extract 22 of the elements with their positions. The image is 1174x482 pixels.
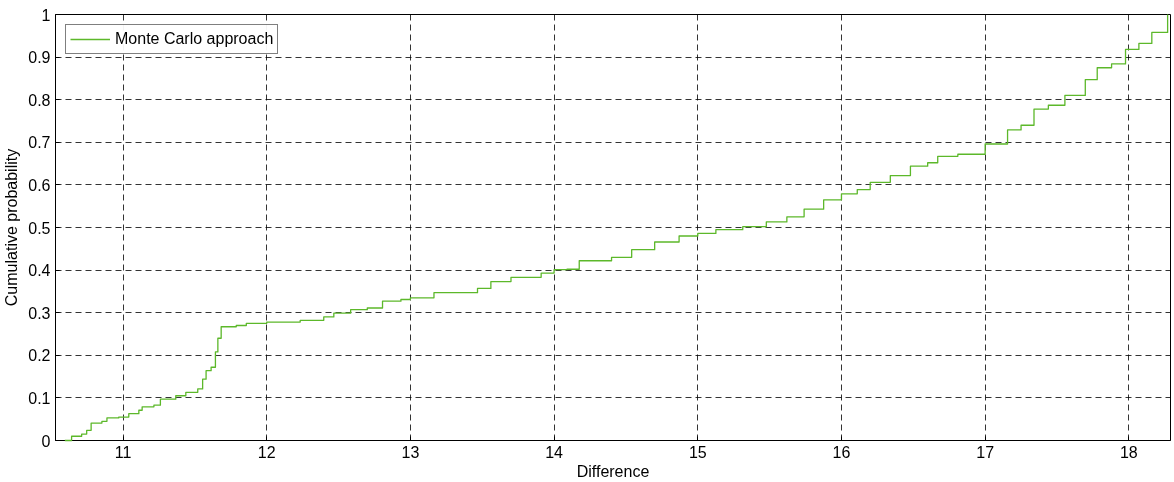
y-tick-label: 0.6 <box>28 176 51 194</box>
legend-label: Monte Carlo approach <box>115 30 274 48</box>
y-tick-label: 0.2 <box>28 347 51 365</box>
x-tick-label: 12 <box>257 443 276 461</box>
y-tick-label: 0.9 <box>28 49 51 67</box>
y-tick-label: 0.4 <box>28 262 51 280</box>
y-tick-label: 1 <box>41 6 51 24</box>
y-tick-label: 0.3 <box>28 304 51 322</box>
x-tick-label: 14 <box>545 443 564 461</box>
x-tick-label: 13 <box>401 443 420 461</box>
x-tick-label: 15 <box>688 443 707 461</box>
x-tick-label: 17 <box>976 443 995 461</box>
y-tick-label: 0.7 <box>28 134 51 152</box>
y-tick-label: 0 <box>41 432 51 450</box>
x-axis-title: Difference <box>576 462 650 480</box>
x-tick-label: 11 <box>114 443 132 461</box>
x-tick-label: 16 <box>832 443 851 461</box>
y-tick-label: 0.1 <box>28 389 51 407</box>
x-tick-label: 18 <box>1119 443 1138 461</box>
y-tick-label: 0.8 <box>28 91 51 109</box>
y-axis-title: Cumulative probability <box>3 148 21 307</box>
y-tick-label: 0.5 <box>28 219 51 237</box>
